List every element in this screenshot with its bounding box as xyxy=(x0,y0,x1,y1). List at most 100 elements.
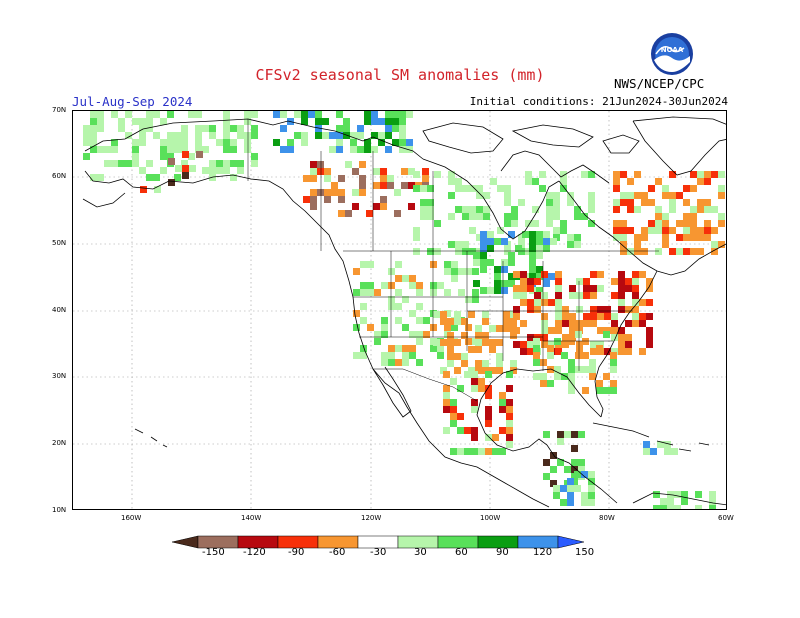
anomaly-cell xyxy=(468,346,475,353)
anomaly-cell xyxy=(627,192,634,199)
anomaly-cell xyxy=(590,341,597,348)
anomaly-cell xyxy=(613,185,620,192)
anomaly-cell xyxy=(167,153,174,160)
anomaly-cell xyxy=(455,178,462,185)
anomaly-cell xyxy=(589,366,596,373)
anomaly-cell xyxy=(287,139,294,146)
anomaly-cell xyxy=(485,434,492,441)
anomaly-cell xyxy=(547,352,554,359)
anomaly-cell xyxy=(518,199,525,206)
legend-label: 60 xyxy=(455,547,468,558)
anomaly-cell xyxy=(153,132,160,139)
anomaly-cell xyxy=(209,167,216,174)
anomaly-cell xyxy=(683,227,690,234)
anomaly-cell xyxy=(669,206,676,213)
anomaly-cell xyxy=(560,220,567,227)
anomaly-cell xyxy=(546,213,553,220)
anomaly-cell xyxy=(430,282,437,289)
anomaly-cell xyxy=(567,499,574,506)
lon-label-160w: 160W xyxy=(121,514,142,522)
anomaly-cell xyxy=(504,220,511,227)
anomaly-cell xyxy=(448,192,455,199)
anomaly-cell xyxy=(294,132,301,139)
anomaly-cell xyxy=(567,478,574,485)
anomaly-cell xyxy=(371,146,378,153)
anomaly-cell xyxy=(490,178,497,185)
anomaly-cell xyxy=(202,146,209,153)
anomaly-cell xyxy=(499,406,506,413)
anomaly-cell xyxy=(627,178,634,185)
anomaly-cell xyxy=(613,234,620,241)
anomaly-cell xyxy=(704,206,711,213)
anomaly-cell xyxy=(97,174,104,181)
anomaly-cell xyxy=(596,380,603,387)
anomaly-cell xyxy=(394,189,401,196)
anomaly-cell xyxy=(697,171,704,178)
anomaly-cell xyxy=(646,313,653,320)
anomaly-cell xyxy=(97,125,104,132)
anomaly-cell xyxy=(610,387,617,394)
anomaly-cell xyxy=(504,185,511,192)
anomaly-cell xyxy=(317,189,324,196)
anomaly-cell xyxy=(458,289,465,296)
anomaly-cell xyxy=(381,359,388,366)
anomaly-cell xyxy=(501,266,508,273)
anomaly-cell xyxy=(395,359,402,366)
anomaly-cell xyxy=(160,167,167,174)
anomaly-cell xyxy=(718,171,725,178)
anomaly-cell xyxy=(634,192,641,199)
anomaly-cell xyxy=(575,366,582,373)
anomaly-cell xyxy=(364,111,371,118)
anomaly-cell xyxy=(536,252,543,259)
anomaly-cell xyxy=(409,331,416,338)
anomaly-cell xyxy=(476,213,483,220)
anomaly-cell xyxy=(655,248,662,255)
anomaly-cell xyxy=(639,348,646,355)
anomaly-cell xyxy=(454,353,461,360)
anomaly-cell xyxy=(562,313,569,320)
anomaly-cell xyxy=(506,420,513,427)
anomaly-cell xyxy=(167,111,174,118)
anomaly-cell xyxy=(574,213,581,220)
lat-label-70n: 70N xyxy=(52,106,67,114)
anomaly-cell xyxy=(420,185,427,192)
anomaly-cell xyxy=(360,289,367,296)
anomaly-cell xyxy=(373,203,380,210)
anomaly-cell xyxy=(567,199,574,206)
anomaly-cell xyxy=(430,261,437,268)
anomaly-cell xyxy=(360,352,367,359)
anomaly-cell xyxy=(620,199,627,206)
anomaly-cell xyxy=(504,192,511,199)
anomaly-cell xyxy=(597,341,604,348)
anomaly-cell xyxy=(664,448,671,455)
anomaly-cell xyxy=(146,160,153,167)
anomaly-cell xyxy=(709,498,716,505)
anomaly-cell xyxy=(83,125,90,132)
anomaly-cell xyxy=(662,241,669,248)
anomaly-cell xyxy=(287,146,294,153)
anomaly-cell xyxy=(367,282,374,289)
anomaly-cell xyxy=(367,261,374,268)
anomaly-cell xyxy=(571,466,578,473)
anomaly-cell xyxy=(399,118,406,125)
anomaly-cell xyxy=(447,332,454,339)
anomaly-cell xyxy=(676,220,683,227)
anomaly-cell xyxy=(641,227,648,234)
anomaly-cell xyxy=(338,210,345,217)
anomaly-cell xyxy=(539,171,546,178)
anomaly-cell xyxy=(385,111,392,118)
anomaly-cell xyxy=(202,125,209,132)
anomaly-cell xyxy=(139,167,146,174)
anomaly-cell xyxy=(409,352,416,359)
anomaly-cell xyxy=(620,241,627,248)
anomaly-cell xyxy=(541,334,548,341)
anomaly-cell xyxy=(567,234,574,241)
anomaly-cell xyxy=(568,387,575,394)
anomaly-cell xyxy=(175,165,182,172)
anomaly-cell xyxy=(367,289,374,296)
anomaly-cell xyxy=(360,261,367,268)
anomaly-cell xyxy=(388,268,395,275)
anomaly-cell xyxy=(244,146,251,153)
anomaly-cell xyxy=(550,273,557,280)
anomaly-cell xyxy=(462,206,469,213)
